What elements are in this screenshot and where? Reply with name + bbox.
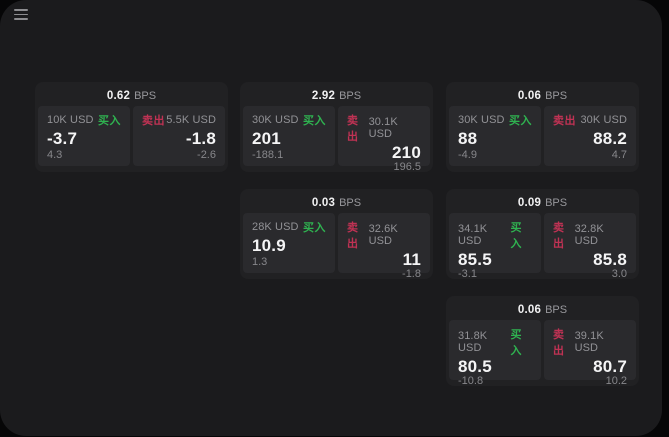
sell-label: 卖出 bbox=[347, 115, 359, 143]
sell-amount: 32.8K USD bbox=[574, 223, 604, 247]
sell-panel[interactable]: 卖出 30K USD 88.2 4.7 bbox=[544, 106, 636, 166]
quote-card: 0.06 BPS 31.8K USD 买入 80.5 -10.8 卖出 39.1… bbox=[446, 296, 639, 387]
buy-label: 买入 bbox=[98, 115, 121, 127]
sell-panel[interactable]: 卖出 32.8K USD 85.8 3.0 bbox=[544, 213, 636, 280]
card-body: 30K USD 买入 88 -4.9 卖出 30K USD 88.2 4.7 bbox=[449, 106, 636, 166]
bps-value: 2.92 bbox=[311, 89, 336, 102]
buy-panel[interactable]: 30K USD 买入 88 -4.9 bbox=[449, 106, 541, 166]
sell-delta: -1.8 bbox=[402, 268, 421, 280]
card-header: 0.09 BPS bbox=[449, 192, 636, 213]
buy-label: 买入 bbox=[510, 329, 522, 357]
sell-amount: 30K USD bbox=[580, 114, 627, 126]
buy-amount: 31.8K USD bbox=[458, 330, 488, 354]
buy-delta: -188.1 bbox=[252, 149, 284, 161]
sell-price: 11 bbox=[402, 250, 421, 269]
sell-delta: -2.6 bbox=[197, 149, 216, 161]
sell-panel[interactable]: 卖出 39.1K USD 80.7 10.2 bbox=[544, 320, 636, 387]
sell-delta: 196.5 bbox=[393, 161, 421, 173]
sell-amount: 30.1K USD bbox=[368, 116, 398, 140]
card-header: 0.62 BPS bbox=[38, 85, 225, 106]
bps-unit: BPS bbox=[545, 303, 568, 316]
card-header: 0.06 BPS bbox=[449, 85, 636, 106]
buy-label: 买入 bbox=[509, 115, 532, 127]
sell-label: 卖出 bbox=[142, 115, 165, 127]
buy-label: 买入 bbox=[510, 222, 522, 250]
buy-label: 买入 bbox=[303, 115, 326, 127]
buy-amount: 30K USD bbox=[458, 114, 505, 126]
buy-panel[interactable]: 28K USD 买入 10.9 1.3 bbox=[243, 213, 335, 273]
card-header: 0.03 BPS bbox=[243, 192, 430, 213]
buy-panel[interactable]: 34.1K USD 买入 85.5 -3.1 bbox=[449, 213, 541, 280]
sell-price: 210 bbox=[392, 143, 421, 162]
buy-delta: -10.8 bbox=[458, 375, 484, 387]
card-header: 0.06 BPS bbox=[449, 299, 636, 320]
quote-card: 0.03 BPS 28K USD 买入 10.9 1.3 卖出 32.6K US… bbox=[240, 189, 433, 280]
menu-bar bbox=[14, 9, 28, 11]
quote-card: 0.62 BPS 10K USD 买入 -3.7 4.3 卖出 5.5K USD… bbox=[35, 82, 228, 172]
sell-panel[interactable]: 卖出 5.5K USD -1.8 -2.6 bbox=[133, 106, 225, 166]
buy-price: -3.7 bbox=[47, 129, 78, 148]
quote-card: 0.09 BPS 34.1K USD 买入 85.5 -3.1 卖出 32.8K… bbox=[446, 189, 639, 280]
card-body: 10K USD 买入 -3.7 4.3 卖出 5.5K USD -1.8 -2.… bbox=[38, 106, 225, 166]
sell-price: 80.7 bbox=[593, 357, 627, 376]
bps-value: 0.06 bbox=[517, 303, 542, 316]
card-body: 34.1K USD 买入 85.5 -3.1 卖出 32.8K USD 85.8… bbox=[449, 213, 636, 280]
card-body: 30K USD 买入 201 -188.1 卖出 30.1K USD 210 1… bbox=[243, 106, 430, 173]
bps-unit: BPS bbox=[545, 196, 568, 209]
bps-unit: BPS bbox=[545, 89, 568, 102]
buy-amount: 30K USD bbox=[252, 114, 299, 126]
sell-label: 卖出 bbox=[553, 222, 565, 250]
bps-value: 0.03 bbox=[311, 196, 336, 209]
sell-amount: 39.1K USD bbox=[574, 330, 604, 354]
buy-price: 80.5 bbox=[458, 357, 492, 376]
card-body: 31.8K USD 买入 80.5 -10.8 卖出 39.1K USD 80.… bbox=[449, 320, 636, 387]
bps-unit: BPS bbox=[339, 89, 362, 102]
bps-value: 0.06 bbox=[517, 89, 542, 102]
bps-value: 0.09 bbox=[517, 196, 542, 209]
buy-delta: 1.3 bbox=[252, 256, 268, 268]
buy-price: 201 bbox=[252, 129, 281, 148]
buy-panel[interactable]: 31.8K USD 买入 80.5 -10.8 bbox=[449, 320, 541, 387]
bps-value: 0.62 bbox=[106, 89, 131, 102]
quote-card: 2.92 BPS 30K USD 买入 201 -188.1 卖出 30.1K … bbox=[240, 82, 433, 173]
menu-bar bbox=[14, 13, 28, 16]
sell-price: -1.8 bbox=[185, 129, 216, 148]
bps-unit: BPS bbox=[339, 196, 362, 209]
buy-price: 10.9 bbox=[252, 236, 286, 255]
sell-price: 88.2 bbox=[593, 129, 627, 148]
sell-delta: 3.0 bbox=[611, 268, 627, 280]
sell-label: 卖出 bbox=[553, 115, 576, 127]
buy-panel[interactable]: 30K USD 买入 201 -188.1 bbox=[243, 106, 335, 166]
sell-delta: 10.2 bbox=[605, 375, 627, 387]
buy-delta: -4.9 bbox=[458, 149, 477, 161]
sell-label: 卖出 bbox=[553, 329, 565, 357]
sell-amount: 5.5K USD bbox=[166, 114, 216, 126]
card-header: 2.92 BPS bbox=[243, 85, 430, 106]
buy-panel[interactable]: 10K USD 买入 -3.7 4.3 bbox=[38, 106, 130, 166]
buy-amount: 34.1K USD bbox=[458, 223, 488, 247]
sell-amount: 32.6K USD bbox=[368, 223, 398, 247]
buy-price: 85.5 bbox=[458, 250, 492, 269]
buy-amount: 10K USD bbox=[47, 114, 94, 126]
sell-label: 卖出 bbox=[347, 222, 359, 250]
quote-card: 0.06 BPS 30K USD 买入 88 -4.9 卖出 30K USD 8… bbox=[446, 82, 639, 172]
buy-delta: -3.1 bbox=[458, 268, 477, 280]
hamburger-menu-icon[interactable] bbox=[14, 9, 28, 20]
bps-unit: BPS bbox=[134, 89, 157, 102]
buy-price: 88 bbox=[458, 129, 478, 148]
buy-delta: 4.3 bbox=[47, 149, 63, 161]
sell-panel[interactable]: 卖出 32.6K USD 11 -1.8 bbox=[338, 213, 430, 280]
buy-amount: 28K USD bbox=[252, 221, 299, 233]
menu-bar bbox=[14, 18, 28, 20]
sell-price: 85.8 bbox=[593, 250, 627, 269]
buy-label: 买入 bbox=[303, 222, 326, 234]
sell-delta: 4.7 bbox=[611, 149, 627, 161]
card-body: 28K USD 买入 10.9 1.3 卖出 32.6K USD 11 -1.8 bbox=[243, 213, 430, 280]
sell-panel[interactable]: 卖出 30.1K USD 210 196.5 bbox=[338, 106, 430, 173]
